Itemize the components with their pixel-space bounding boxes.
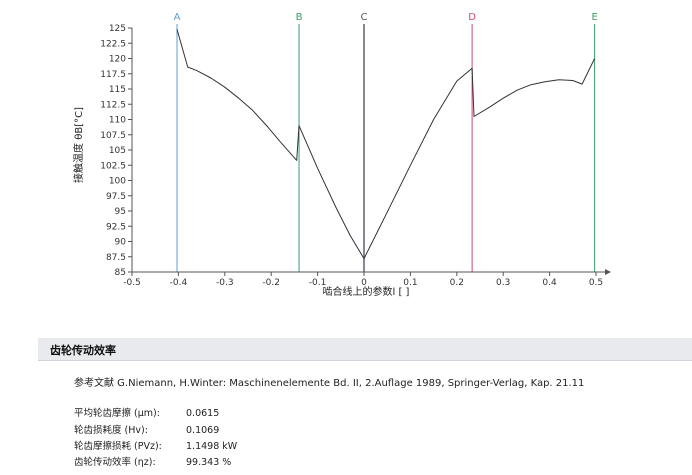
x-tick-label: 0.2	[450, 278, 464, 288]
y-tick-label: 110	[109, 116, 126, 126]
contact-temperature-chart: -0.5 -0.4 -0.3 -0.2 -0.1 0 0.1 0.2 0.3 0.4 0.5 858…	[72, 12, 611, 298]
marker-lines	[176, 24, 596, 272]
result-value: 0.0615	[186, 408, 220, 419]
x-tick-label: 0.1	[403, 278, 417, 288]
y-tick-label: 112.5	[100, 100, 126, 110]
y-tick-label: 117.5	[100, 70, 126, 80]
result-row: 轮齿摩擦损耗 (PVz): 1.1498 kW	[74, 438, 237, 452]
y-tick-label: 122.5	[100, 39, 126, 49]
y-tick-label: 107.5	[100, 131, 126, 141]
marker-label-b: B	[296, 12, 303, 23]
x-tick-label: -0.3	[216, 278, 234, 288]
result-label: 轮齿摩擦损耗 (PVz):	[74, 441, 162, 452]
y-tick-label: 87.5	[106, 253, 126, 263]
x-tick-label: 0	[361, 278, 367, 288]
result-row: 轮齿损耗度 (Hv): 0.1069	[74, 422, 219, 436]
marker-label-c: C	[361, 12, 368, 23]
series	[176, 29, 596, 260]
marker-label-d: D	[468, 12, 476, 23]
x-ticks: -0.5 -0.4 -0.3 -0.2 -0.1 0 0.1 0.2 0.3 0.4 0.5	[123, 272, 603, 288]
reference-text: 参考文献 G.Niemann, H.Winter: Maschineneleme…	[74, 378, 585, 389]
x-tick-label: -0.5	[123, 278, 141, 288]
result-value: 0.1069	[186, 425, 220, 436]
efficiency-section-header: 齿轮传动效率	[38, 338, 692, 361]
section-title: 齿轮传动效率	[50, 344, 116, 357]
y-tick-label: 120	[109, 55, 126, 65]
axes	[131, 28, 611, 275]
result-row: 平均轮齿摩擦 (μm): 0.0615	[74, 405, 219, 419]
y-ticks: 85 87.5 90 92.5 95 97.5 100 102.5 105 107.5 110 112…	[100, 24, 132, 278]
y-tick-label: 115	[109, 85, 126, 95]
marker-label-a: A	[174, 12, 181, 23]
result-label: 平均轮齿摩擦 (μm):	[74, 408, 160, 419]
y-tick-label: 92.5	[106, 222, 126, 232]
x-tick-label: -0.1	[309, 278, 327, 288]
temperature-series-line	[176, 29, 596, 260]
y-tick-label: 85	[115, 268, 126, 278]
result-label: 齿轮传动效率 (ηz):	[74, 457, 156, 468]
x-tick-label: -0.4	[170, 278, 188, 288]
y-tick-label: 102.5	[100, 161, 126, 171]
y-tick-label: 95	[115, 207, 126, 217]
y-tick-label: 125	[109, 24, 126, 34]
marker-label-e: E	[591, 12, 597, 23]
result-value: 99.343 %	[186, 457, 232, 468]
x-axis-title: 啮合线上的参数l [ ]	[323, 285, 410, 298]
marker-labels: A B C D E	[174, 12, 598, 23]
x-tick-label: -0.2	[262, 278, 280, 288]
result-label: 轮齿损耗度 (Hv):	[74, 425, 148, 436]
y-tick-label: 105	[109, 146, 126, 156]
x-tick-label: 0.5	[589, 278, 603, 288]
y-tick-label: 97.5	[106, 192, 126, 202]
x-tick-label: 0.4	[542, 278, 557, 288]
result-value: 1.1498 kW	[186, 441, 238, 452]
x-tick-label: 0.3	[496, 278, 510, 288]
result-row: 齿轮传动效率 (ηz): 99.343 %	[74, 454, 231, 468]
y-tick-label: 100	[109, 177, 126, 187]
x-axis-arrow-icon	[605, 269, 611, 275]
y-tick-label: 90	[115, 238, 127, 248]
y-axis-title: 接触温度 θB[°C]	[72, 107, 85, 183]
